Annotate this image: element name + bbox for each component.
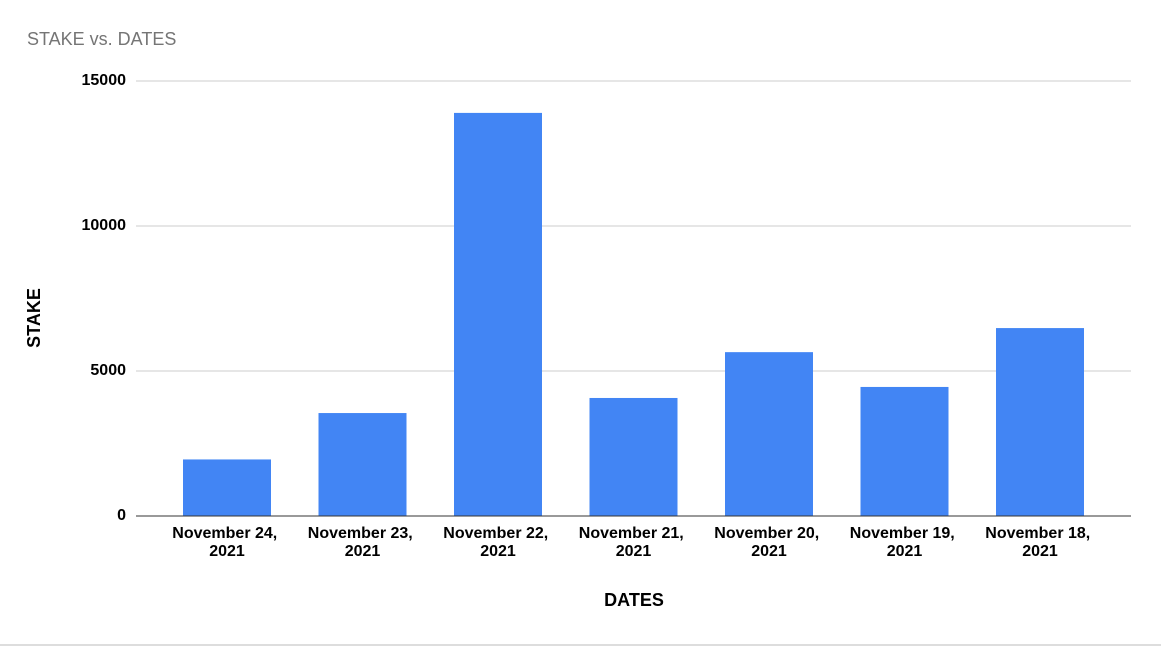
bar <box>318 413 407 516</box>
x-tick-label: November 22, 2021 <box>443 525 552 560</box>
bar <box>725 352 813 516</box>
bar <box>996 328 1084 516</box>
x-tick-label: November 21, 2021 <box>579 525 688 560</box>
x-axis-title: DATES <box>604 590 664 610</box>
bar <box>183 459 271 516</box>
x-tick-label: November 20, 2021 <box>714 525 823 560</box>
x-tick-label: November 19, 2021 <box>850 525 959 560</box>
x-tick-label: November 23, 2021 <box>308 525 417 560</box>
bar <box>454 112 542 517</box>
y-tick-label: 10000 <box>82 217 127 234</box>
y-axis-title: STAKE <box>24 288 44 348</box>
bar <box>589 397 678 516</box>
y-tick-label: 5000 <box>90 362 126 379</box>
x-tick-label: November 24, 2021 <box>172 525 281 560</box>
y-tick-label: 15000 <box>82 72 127 89</box>
x-tick-label: November 18, 2021 <box>985 525 1094 560</box>
chart-title: STAKE vs. DATES <box>27 29 176 49</box>
y-tick-label: 0 <box>117 507 126 524</box>
bar <box>860 386 949 516</box>
